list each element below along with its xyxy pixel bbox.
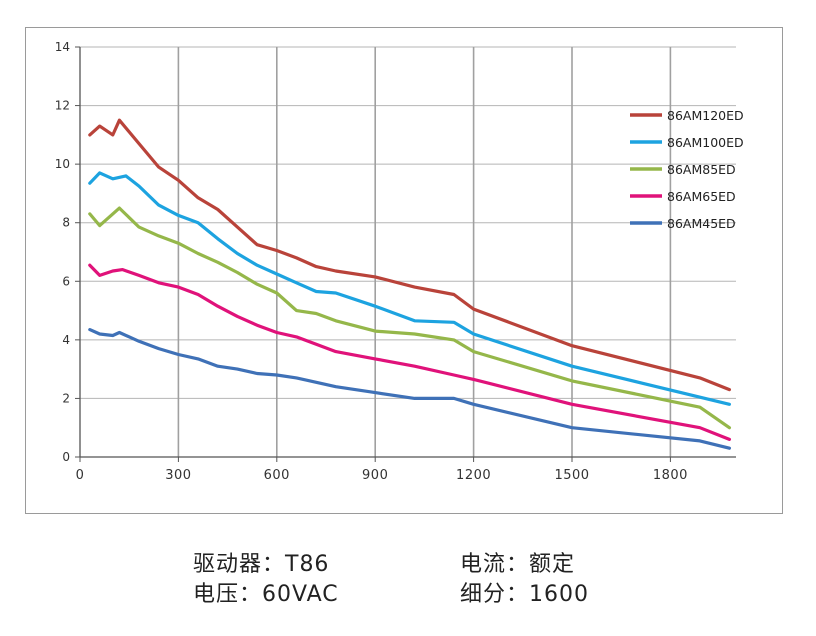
y-tick-label: 12 [55,99,70,113]
x-tick-label: 300 [165,468,191,483]
legend-label: 86AM65ED [667,189,736,204]
legend-label: 86AM100ED [667,135,744,150]
y-tick-label: 0 [62,450,70,464]
x-tick-label: 600 [264,468,290,483]
y-tick-label: 2 [62,391,70,405]
caption-current: 电流：额定 [460,552,576,577]
legend-label: 86AM45ED [667,216,736,231]
x-tick-label: 0 [76,468,85,483]
x-tick-label: 1200 [456,468,491,483]
legend-label: 86AM85ED [667,162,736,177]
caption-voltage: 电压：60VAC [193,582,339,607]
legend: 86AM120ED 86AM100ED 86AM85ED 86AM65ED 86AM45… [630,108,744,231]
chart-frame: 0 2 4 6 8 10 12 14 0 300 600 900 1200 1500 1800 86AM1… [25,27,783,514]
y-tick-label: 14 [55,40,70,54]
caption-driver: 驱动器：T86 [193,552,330,577]
series-line [88,118,732,392]
series-line [88,328,732,450]
x-tick-labels: 0 300 600 900 1200 1500 1800 [76,468,688,483]
axes [75,46,736,462]
y-tick-label: 6 [62,274,70,288]
torque-speed-chart: 0 2 4 6 8 10 12 14 0 300 600 900 1200 1500 1800 86AM1… [55,40,744,483]
y-tick-label: 10 [55,157,70,171]
x-tick-label: 1800 [653,468,688,483]
x-tick-label: 900 [362,468,388,483]
y-tick-labels: 0 2 4 6 8 10 12 14 [55,40,70,464]
caption-microstep: 细分：1600 [460,582,589,607]
series-line [88,206,732,430]
y-tick-label: 8 [62,216,70,230]
y-tick-label: 4 [62,333,70,347]
series-line [88,171,732,406]
x-tick-label: 1500 [554,468,589,483]
series-lines [88,118,732,450]
series-line [88,263,732,441]
legend-label: 86AM120ED [667,108,744,123]
